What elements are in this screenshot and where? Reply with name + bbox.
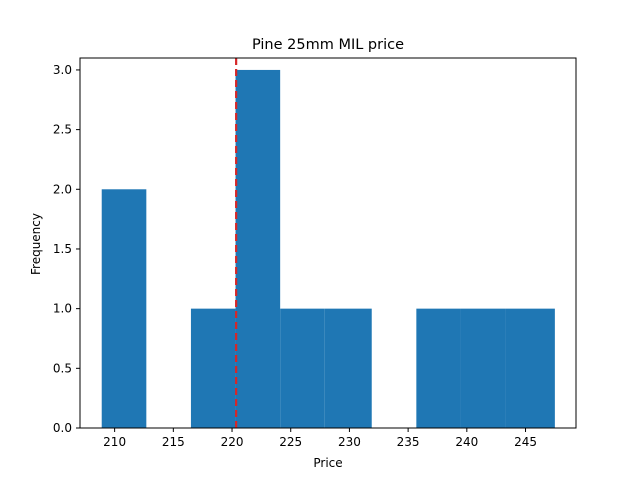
y-tick-label: 1.5 [53, 242, 72, 256]
histogram-bar [190, 308, 236, 428]
plot-frame [79, 57, 577, 429]
x-tick-label: 245 [514, 435, 537, 449]
x-tick-label: 220 [221, 435, 244, 449]
x-tick-label: 240 [455, 435, 478, 449]
y-axis-label: Frequency [29, 213, 43, 275]
y-tick-label: 2.5 [53, 123, 72, 137]
y-tick-label: 0.0 [53, 421, 72, 435]
chart-title: Pine 25mm MIL price [252, 37, 404, 53]
histogram-bar [101, 189, 147, 428]
y-tick-label: 0.5 [53, 361, 72, 375]
x-tick-label: 230 [338, 435, 361, 449]
x-tick-label: 225 [279, 435, 302, 449]
histogram-bar [416, 308, 461, 428]
histogram-bar [324, 308, 372, 428]
bars-layer [101, 69, 555, 428]
histogram-bar [235, 69, 281, 428]
x-tick-label: 215 [162, 435, 185, 449]
x-tick-label: 235 [397, 435, 420, 449]
histogram-bar [460, 308, 506, 428]
y-tick-label: 3.0 [53, 63, 72, 77]
ticks-layer: 210 215 220 225 230 235 240 245 0.0 0.5 1.0 1.5 2.0 2… [53, 63, 537, 449]
y-tick-label: 2.0 [53, 182, 72, 196]
x-axis-label: Price [313, 456, 342, 470]
axes-layer [79, 57, 577, 429]
histogram-bar [505, 308, 555, 428]
x-tick-label: 210 [103, 435, 126, 449]
y-tick-label: 1.0 [53, 302, 72, 316]
histogram-bar [280, 308, 325, 428]
